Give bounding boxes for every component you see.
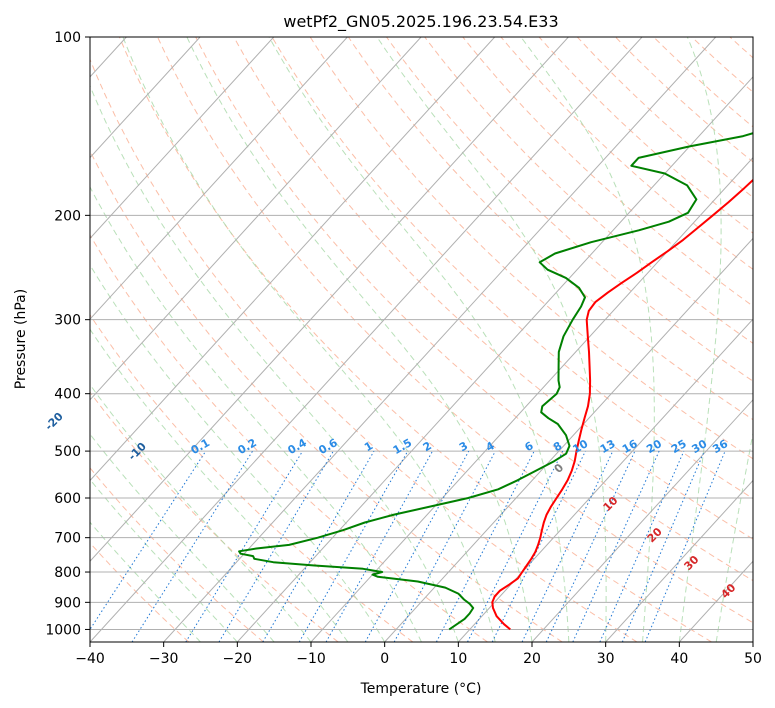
isotherm-line	[90, 37, 643, 642]
dry-adiabat-line	[233, 37, 753, 540]
isotherm-line	[90, 37, 275, 240]
moist-adiabat-line	[90, 264, 386, 642]
y-tick-label: 600	[54, 491, 81, 507]
temperature-profile-line	[491, 178, 753, 631]
grid-layer	[90, 37, 753, 642]
isotherm-line	[457, 318, 753, 642]
isotherm-line	[384, 237, 753, 642]
y-tick-label: 500	[54, 444, 81, 460]
isotherm-line	[90, 37, 348, 320]
dry-adiabat-line	[271, 37, 753, 500]
isotherm-line	[310, 156, 753, 642]
mixing-ratio-line	[325, 450, 433, 642]
x-tick-label: 50	[744, 651, 762, 667]
moist-adiabat-line	[715, 430, 753, 642]
moist-adiabat-line	[376, 37, 607, 642]
mixing-ratio-line	[218, 450, 334, 642]
axis-layer: −40 −30 −20 −10 0 10 20 30 40 50 100 200 300 400 500 60…	[45, 30, 762, 667]
dewpoint-profile-line	[238, 132, 753, 631]
moist-adiabat-line	[186, 37, 533, 642]
isotherm-line	[531, 399, 753, 642]
dry-adiabat-line	[90, 313, 414, 642]
mixing-ratio-line	[364, 450, 470, 642]
x-tick-label: −30	[149, 651, 179, 667]
x-tick-label: 20	[523, 651, 541, 667]
x-axis-label: Temperature (°C)	[360, 681, 482, 697]
moist-adiabats	[90, 37, 753, 642]
y-tick-label: 1000	[45, 622, 81, 638]
isotherm-line	[163, 37, 717, 642]
dry-adiabat-line	[347, 37, 753, 421]
y-tick-label: 200	[54, 208, 81, 224]
x-tick-label: 0	[380, 651, 389, 667]
plot-frame	[89, 36, 754, 643]
mixing-ratio-line	[262, 450, 375, 642]
dry-adiabats	[90, 37, 753, 642]
y-axis-label: Pressure (hPa)	[13, 289, 29, 389]
mixing-ratio-line	[545, 450, 636, 642]
dry-adiabat-line	[576, 37, 753, 198]
moist-adiabat-line	[90, 84, 459, 642]
x-tick-label: 40	[670, 651, 688, 667]
y-tick-label: 900	[54, 595, 81, 611]
dry-adiabat-line	[386, 37, 753, 382]
dry-adiabat-line	[90, 149, 563, 642]
isotherm-line	[90, 37, 201, 159]
moist-adiabat-line	[520, 37, 655, 642]
isotherm-line	[90, 37, 496, 482]
x-tick-label: 10	[449, 651, 467, 667]
moist-adiabat-line	[122, 37, 496, 642]
isobars	[90, 37, 753, 630]
x-tick-label: −20	[223, 651, 253, 667]
moist-adiabat-line	[678, 37, 722, 642]
y-tick-label: 400	[54, 387, 81, 403]
dry-adiabat-line	[500, 37, 753, 270]
data-layer	[238, 132, 753, 631]
x-tick-label: 30	[597, 651, 615, 667]
mixing-ratio-line	[521, 450, 614, 642]
dry-adiabat-line	[118, 37, 712, 642]
mixing-ratio-line	[644, 450, 726, 642]
x-tick-label: −10	[296, 651, 326, 667]
moist-adiabat-line	[90, 328, 349, 642]
mixing-ratio-line	[599, 450, 685, 642]
y-tick-label: 300	[54, 313, 81, 329]
moist-adiabat-line	[90, 185, 422, 642]
isotherms	[90, 37, 753, 642]
moist-adiabat-line	[268, 37, 570, 642]
isotherm-line	[90, 37, 422, 401]
mixing-ratio-line	[393, 450, 496, 642]
dry-adiabat-line	[195, 37, 753, 582]
isotherm-line	[236, 76, 753, 642]
y-tick-label: 700	[54, 531, 81, 547]
isotherm-line	[90, 37, 569, 563]
y-tick-label: 100	[54, 30, 81, 46]
mixing-ratio-line	[491, 450, 586, 642]
mixing-ratio-line	[621, 450, 705, 642]
dry-adiabat-line	[157, 37, 753, 624]
y-tick-label: 800	[54, 565, 81, 581]
x-tick-label: −40	[75, 651, 105, 667]
dry-adiabat-line	[538, 37, 753, 234]
mixing-ratio-line	[185, 450, 303, 642]
dry-adiabat-line	[424, 37, 753, 344]
chart-title: wetPf2_GN05.2025.196.23.54.E33	[283, 12, 558, 32]
mixing-ratio-line	[572, 450, 660, 642]
isotherm-line	[605, 479, 753, 642]
mixing-ratio-line	[131, 450, 254, 642]
mixing-ratio-lines	[90, 450, 726, 642]
mixing-ratio-line	[298, 450, 409, 642]
